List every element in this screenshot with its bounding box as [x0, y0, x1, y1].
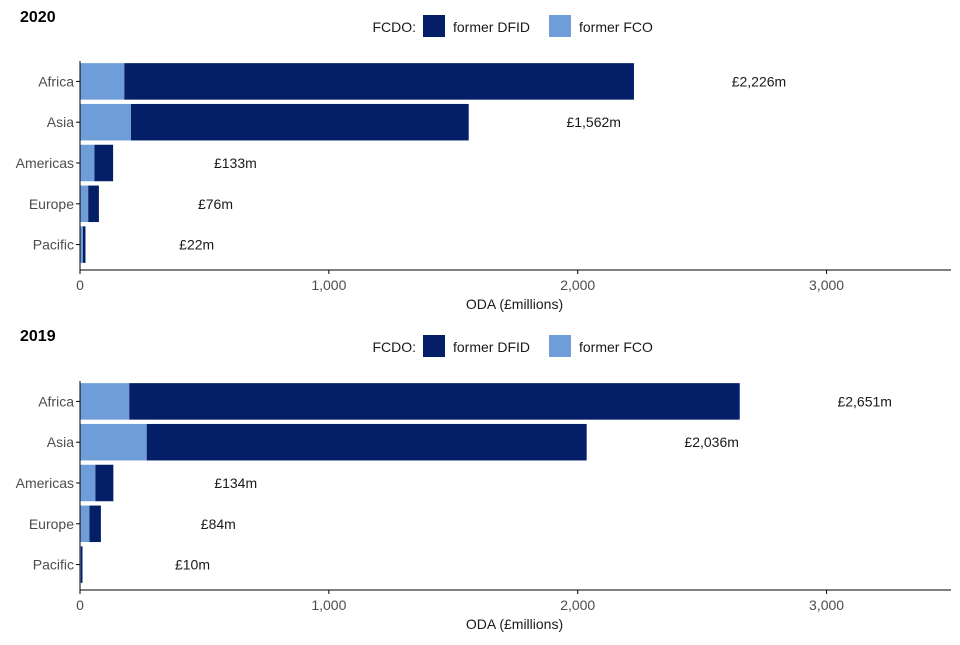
y-tick-label: Africa: [38, 393, 74, 409]
legend-title: FCDO:: [372, 339, 416, 355]
bar-europe-former-dfid: [89, 505, 101, 543]
data-label: £22m: [179, 237, 214, 253]
bar-africa-former-dfid: [129, 383, 740, 420]
x-tick-label: 0: [76, 597, 84, 613]
y-tick-label: Europe: [29, 196, 74, 212]
y-tick-label: Europe: [29, 516, 74, 532]
bars: [80, 383, 740, 583]
x-tick-label: 3,000: [809, 597, 844, 613]
bar-africa-former-dfid: [124, 63, 634, 100]
bar-asia-former-fco: [80, 103, 132, 141]
legend-title: FCDO:: [372, 19, 416, 35]
bar-africa-former-fco: [80, 63, 125, 100]
legend-label-former-fco: former FCO: [579, 19, 653, 35]
legend-key-former-dfid: [423, 15, 445, 37]
x-tick-label: 1,000: [311, 277, 346, 293]
bar-pacific-former-dfid: [80, 546, 83, 583]
data-label: £10m: [175, 557, 210, 573]
y-tick-label: Americas: [16, 475, 74, 491]
bar-europe-former-fco: [80, 505, 90, 543]
data-label: £2,226m: [732, 73, 786, 89]
legend: FCDO: former DFID former FCO: [372, 15, 653, 37]
bar-pacific-former-fco: [80, 226, 83, 263]
chart-title: 2020: [20, 9, 56, 26]
data-label: £1,562m: [566, 114, 620, 130]
data-label: £2,036m: [684, 434, 738, 450]
legend-label-former-dfid: former DFID: [453, 339, 530, 355]
bar-americas-former-dfid: [95, 464, 114, 502]
bar-europe-former-dfid: [88, 185, 99, 223]
bar-americas-former-fco: [80, 464, 96, 502]
legend-key-former-dfid: [423, 335, 445, 357]
legend: FCDO: former DFID former FCO: [372, 335, 653, 357]
x-tick-label: 0: [76, 277, 84, 293]
chart-title: 2019: [20, 328, 56, 345]
bar-pacific-former-dfid: [82, 226, 86, 263]
data-label: £84m: [201, 516, 236, 532]
x-tick-label: 2,000: [560, 597, 595, 613]
bar-asia-former-fco: [80, 423, 147, 461]
y-tick-label: Africa: [38, 73, 74, 89]
bars: [80, 63, 634, 263]
y-tick-label: Pacific: [33, 557, 74, 573]
legend-label-former-fco: former FCO: [579, 339, 653, 355]
data-label: £133m: [214, 155, 257, 171]
bar-europe-former-fco: [80, 185, 89, 223]
legend-key-former-fco: [549, 335, 571, 357]
x-axis-label: ODA (£millions): [466, 296, 563, 312]
data-label: £2,651m: [837, 393, 891, 409]
x-tick-label: 1,000: [311, 597, 346, 613]
bar-asia-former-dfid: [146, 423, 587, 461]
legend-key-former-fco: [549, 15, 571, 37]
x-tick-label: 3,000: [809, 277, 844, 293]
data-label: £134m: [214, 475, 257, 491]
y-tick-label: Americas: [16, 155, 74, 171]
bar-americas-former-dfid: [94, 144, 114, 182]
x-axis-label: ODA (£millions): [466, 616, 563, 632]
data-label: £76m: [198, 196, 233, 212]
bar-americas-former-fco: [80, 144, 95, 182]
y-tick-label: Asia: [47, 114, 74, 130]
bar-africa-former-fco: [80, 383, 130, 420]
chart-panel-2020: 2020 FCDO: former DFID former FCO Africa £2,2…: [16, 9, 951, 312]
x-tick-label: 2,000: [560, 277, 595, 293]
y-tick-label: Pacific: [33, 237, 74, 253]
chart-panel-2019: 2019 FCDO: former DFID former FCO Africa £2,6…: [16, 328, 951, 632]
legend-label-former-dfid: former DFID: [453, 19, 530, 35]
y-tick-label: Asia: [47, 434, 74, 450]
bar-asia-former-dfid: [131, 103, 469, 141]
